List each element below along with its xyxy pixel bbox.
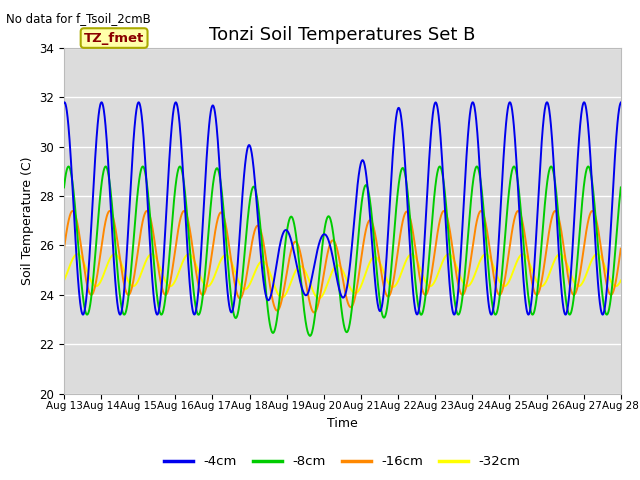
Legend: -4cm, -8cm, -16cm, -32cm: -4cm, -8cm, -16cm, -32cm — [159, 450, 526, 473]
Text: No data for f_Tsoil_2cmB: No data for f_Tsoil_2cmB — [6, 12, 151, 25]
Title: Tonzi Soil Temperatures Set B: Tonzi Soil Temperatures Set B — [209, 25, 476, 44]
Text: TZ_fmet: TZ_fmet — [84, 32, 144, 45]
X-axis label: Time: Time — [327, 417, 358, 430]
Y-axis label: Soil Temperature (C): Soil Temperature (C) — [20, 156, 34, 285]
